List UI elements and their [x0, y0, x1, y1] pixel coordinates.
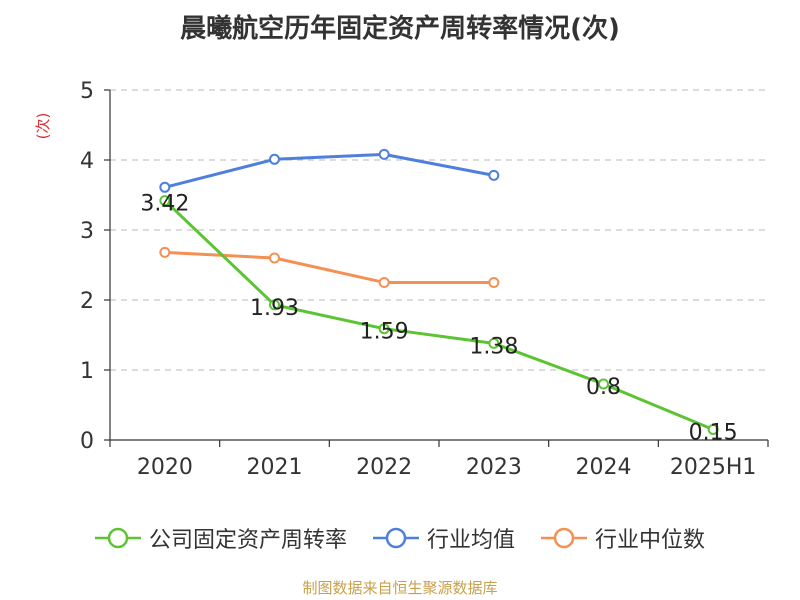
- label-layer: 3.42 1.93 1.59 1.38 0.8 0.15: [140, 192, 737, 446]
- data-label: 0.15: [689, 421, 738, 446]
- data-point: [707, 424, 719, 435]
- data-point: [488, 169, 500, 181]
- data-label: 3.42: [140, 192, 189, 217]
- legend-item-industry-median[interactable]: 行业中位数: [541, 522, 705, 554]
- x-tick-label: 2025H1: [670, 455, 757, 480]
- data-point: [269, 252, 280, 264]
- legend-marker-company: [94, 527, 141, 549]
- y-axis-label: (次): [34, 113, 52, 140]
- data-point: [269, 153, 280, 165]
- series-line: [164, 152, 495, 189]
- data-point: [488, 277, 500, 288]
- y-tick-label: 1: [80, 359, 94, 384]
- x-tick-label: 2023: [466, 455, 522, 480]
- chart-legend: 公司固定资产周转率 行业均值 行业中位数: [0, 520, 800, 556]
- data-point: [159, 181, 171, 193]
- source-note: 制图数据来自恒生聚源数据库: [302, 579, 498, 597]
- series-line: [163, 199, 714, 431]
- data-point: [378, 277, 390, 288]
- legend-item-industry-average[interactable]: 行业均值: [372, 522, 515, 554]
- series-line: [164, 250, 494, 284]
- grid-layer: [110, 89, 768, 371]
- data-point: [598, 378, 609, 390]
- y-tick-label: 3: [80, 219, 94, 244]
- data-label: 1.59: [360, 320, 409, 345]
- chart-title: 晨曦航空历年固定资产周转率情况(次): [180, 14, 620, 44]
- legend-label-industry-median: 行业中位数: [595, 528, 706, 553]
- legend-marker-industry-average: [372, 527, 419, 549]
- y-tick-label: 0: [80, 429, 94, 454]
- legend-marker-industry-median: [541, 527, 587, 549]
- series-layer: [159, 148, 719, 435]
- data-label: 0.8: [586, 375, 621, 400]
- y-tick-label: 2: [80, 289, 94, 314]
- legend-item-company[interactable]: 公司固定资产周转率: [94, 522, 347, 554]
- x-tick-label: 2021: [247, 455, 303, 480]
- y-tick-label: 4: [80, 149, 94, 174]
- data-label: 1.93: [250, 296, 299, 321]
- x-tick-label: 2020: [137, 455, 193, 480]
- data-point: [159, 195, 171, 207]
- y-tick-label: 5: [80, 79, 94, 104]
- data-point: [269, 299, 280, 311]
- legend-label-industry-average: 行业均值: [426, 528, 515, 553]
- axis-layer: 0 1 2 3 4 5 2020 2021 2022 2023 2024 2025H1 (次): [34, 79, 769, 480]
- data-point: [378, 323, 390, 335]
- data-label: 1.38: [469, 334, 518, 359]
- data-point: [378, 148, 390, 160]
- x-tick-label: 2022: [356, 455, 412, 480]
- x-tick-label: 2024: [576, 455, 632, 480]
- legend-label-company: 公司固定资产周转率: [148, 528, 347, 553]
- data-point: [159, 246, 171, 258]
- data-point: [488, 337, 500, 349]
